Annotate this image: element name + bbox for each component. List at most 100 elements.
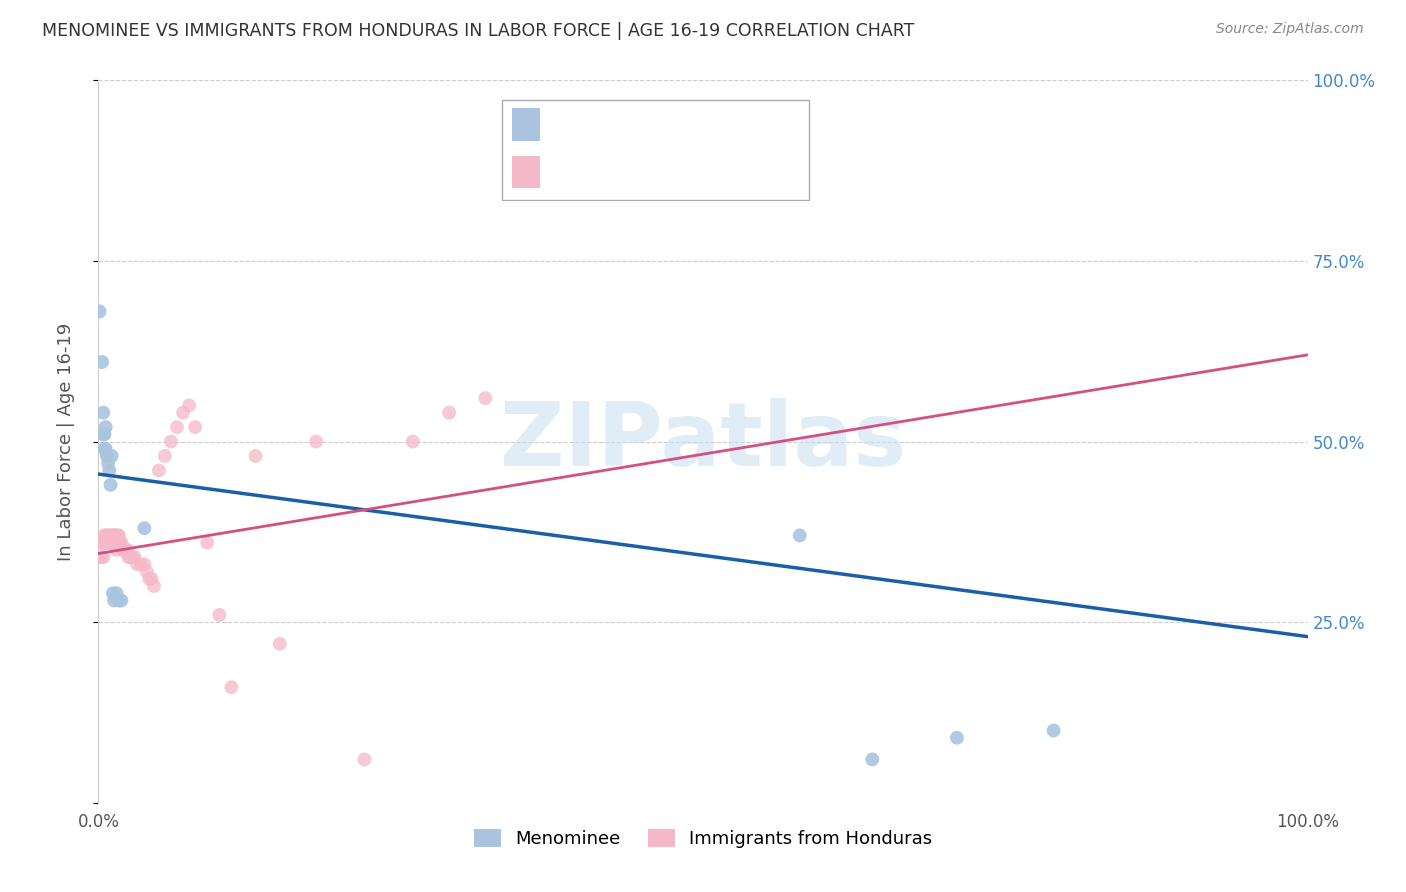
Point xyxy=(353,752,375,766)
Text: N =: N = xyxy=(676,162,720,181)
Point xyxy=(90,535,112,549)
Point xyxy=(93,535,115,549)
Point xyxy=(110,593,132,607)
Point xyxy=(98,463,121,477)
Point xyxy=(115,542,138,557)
Point xyxy=(93,442,115,456)
Point xyxy=(94,420,117,434)
Point xyxy=(108,528,131,542)
Point xyxy=(105,542,128,557)
Point xyxy=(107,535,129,549)
Point xyxy=(101,535,124,549)
Text: 23: 23 xyxy=(717,115,745,135)
Point xyxy=(93,427,115,442)
Point xyxy=(91,406,114,420)
Text: -0.348: -0.348 xyxy=(589,115,659,135)
Point xyxy=(91,427,114,442)
Bar xyxy=(512,155,540,188)
Point xyxy=(118,550,141,565)
Point xyxy=(91,550,114,565)
Point xyxy=(96,535,118,549)
Point xyxy=(179,398,201,412)
Point xyxy=(108,535,131,549)
Point xyxy=(402,434,425,449)
Point xyxy=(148,463,170,477)
Point xyxy=(100,535,122,549)
Point xyxy=(96,449,118,463)
Bar xyxy=(512,108,540,141)
Point xyxy=(166,420,188,434)
Point xyxy=(105,528,128,542)
Point xyxy=(94,442,117,456)
Point xyxy=(127,558,149,572)
FancyBboxPatch shape xyxy=(502,100,810,200)
Point xyxy=(94,528,117,542)
Point xyxy=(103,528,125,542)
Point xyxy=(1042,723,1064,738)
Point xyxy=(108,593,131,607)
Y-axis label: In Labor Force | Age 16-19: In Labor Force | Age 16-19 xyxy=(56,322,75,561)
Point xyxy=(221,680,243,694)
Point xyxy=(195,535,218,549)
Point xyxy=(89,550,111,565)
Point xyxy=(104,528,127,542)
Point xyxy=(437,406,460,420)
Point xyxy=(96,528,118,542)
Point xyxy=(860,752,883,766)
Point xyxy=(160,434,183,449)
Point xyxy=(91,535,114,549)
Point xyxy=(118,550,141,565)
Point xyxy=(172,406,194,420)
Point xyxy=(305,434,328,449)
Point xyxy=(104,535,127,549)
Point xyxy=(91,550,114,565)
Point xyxy=(129,558,152,572)
Text: Source: ZipAtlas.com: Source: ZipAtlas.com xyxy=(1216,22,1364,37)
Text: N =: N = xyxy=(676,115,720,135)
Point xyxy=(100,478,122,492)
Text: ZIPatlas: ZIPatlas xyxy=(501,398,905,485)
Point xyxy=(108,535,131,549)
Point xyxy=(208,607,231,622)
Point xyxy=(117,542,139,557)
Point xyxy=(121,550,143,565)
Point xyxy=(89,304,111,318)
Point xyxy=(124,550,146,565)
Point xyxy=(789,528,811,542)
Point xyxy=(134,521,156,535)
Point xyxy=(112,542,135,557)
Point xyxy=(103,535,125,549)
Point xyxy=(110,535,132,549)
Point xyxy=(98,535,121,549)
Point xyxy=(138,572,160,586)
Point xyxy=(946,731,969,745)
Text: R =: R = xyxy=(550,162,592,181)
Point xyxy=(107,528,129,542)
Point xyxy=(245,449,267,463)
Text: R =: R = xyxy=(550,115,592,135)
Point xyxy=(98,528,121,542)
Point xyxy=(91,355,114,369)
Point xyxy=(114,542,136,557)
Point xyxy=(153,449,176,463)
Legend: Menominee, Immigrants from Honduras: Menominee, Immigrants from Honduras xyxy=(463,818,943,859)
Point xyxy=(269,637,291,651)
Text: 67: 67 xyxy=(717,162,745,181)
Text: MENOMINEE VS IMMIGRANTS FROM HONDURAS IN LABOR FORCE | AGE 16-19 CORRELATION CHA: MENOMINEE VS IMMIGRANTS FROM HONDURAS IN… xyxy=(42,22,914,40)
Point xyxy=(97,456,120,470)
Point xyxy=(97,535,120,549)
Point xyxy=(100,528,122,542)
Point xyxy=(141,572,163,586)
Point xyxy=(184,420,207,434)
Point xyxy=(474,391,496,405)
Text: 0.175: 0.175 xyxy=(589,162,664,181)
Point xyxy=(101,528,124,542)
Point xyxy=(143,579,166,593)
Point xyxy=(111,542,134,557)
Point xyxy=(100,449,122,463)
Point xyxy=(91,535,114,549)
Point xyxy=(97,528,120,542)
Point xyxy=(105,586,128,600)
Point xyxy=(100,528,122,542)
Point xyxy=(100,535,122,549)
